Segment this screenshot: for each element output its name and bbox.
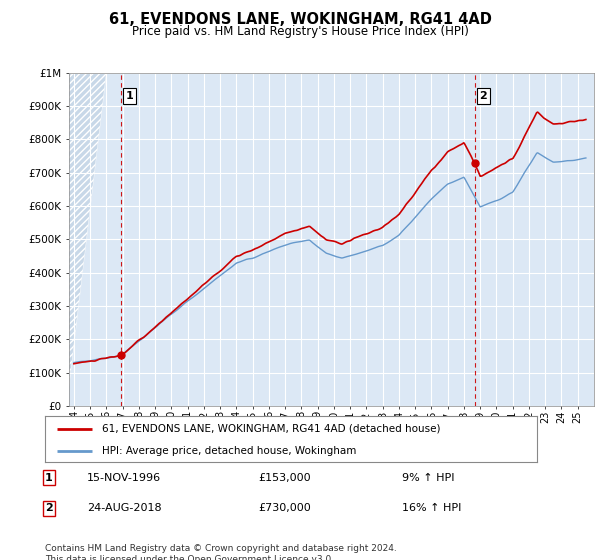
Text: 15-NOV-1996: 15-NOV-1996 bbox=[87, 473, 161, 483]
Text: £153,000: £153,000 bbox=[258, 473, 311, 483]
Text: Contains HM Land Registry data © Crown copyright and database right 2024.
This d: Contains HM Land Registry data © Crown c… bbox=[45, 544, 397, 560]
Text: 61, EVENDONS LANE, WOKINGHAM, RG41 4AD: 61, EVENDONS LANE, WOKINGHAM, RG41 4AD bbox=[109, 12, 491, 27]
Polygon shape bbox=[69, 73, 106, 386]
Text: 9% ↑ HPI: 9% ↑ HPI bbox=[402, 473, 455, 483]
Text: Price paid vs. HM Land Registry's House Price Index (HPI): Price paid vs. HM Land Registry's House … bbox=[131, 25, 469, 38]
Text: 1: 1 bbox=[45, 473, 53, 483]
Text: 2: 2 bbox=[45, 503, 53, 514]
Text: 1: 1 bbox=[125, 91, 133, 101]
Text: 16% ↑ HPI: 16% ↑ HPI bbox=[402, 503, 461, 514]
Text: 24-AUG-2018: 24-AUG-2018 bbox=[87, 503, 161, 514]
Text: HPI: Average price, detached house, Wokingham: HPI: Average price, detached house, Woki… bbox=[101, 446, 356, 455]
Text: 61, EVENDONS LANE, WOKINGHAM, RG41 4AD (detached house): 61, EVENDONS LANE, WOKINGHAM, RG41 4AD (… bbox=[101, 424, 440, 434]
Text: £730,000: £730,000 bbox=[258, 503, 311, 514]
Text: 2: 2 bbox=[479, 91, 487, 101]
